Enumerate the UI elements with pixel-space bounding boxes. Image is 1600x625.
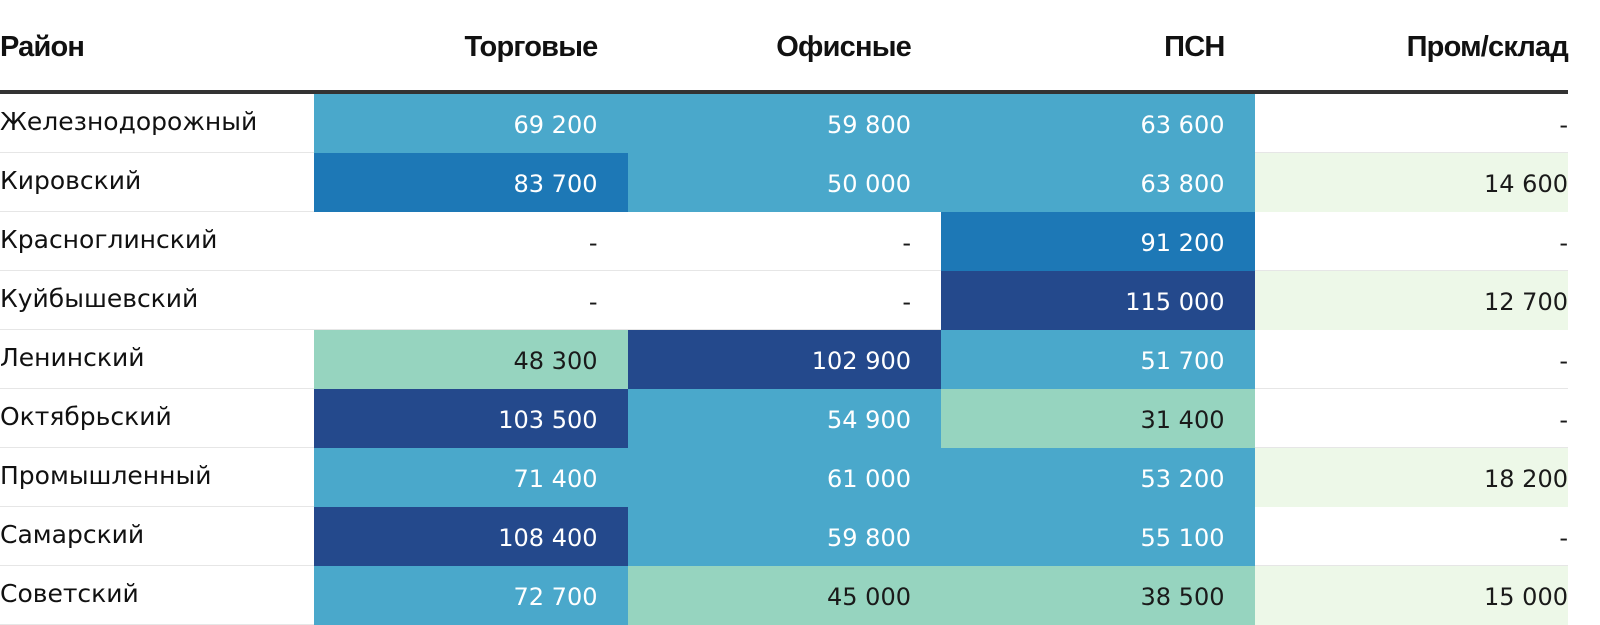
heatmap-cell: - — [1254, 329, 1568, 389]
row-label: Куйбышевский — [0, 270, 314, 330]
heatmap-cell: 103 500 — [314, 388, 628, 448]
heatmap-cell: - — [314, 270, 628, 330]
heatmap-cell: 45 000 — [627, 565, 941, 625]
heatmap-cell: 61 000 — [627, 447, 941, 507]
heatmap-cell: 59 800 — [627, 92, 941, 153]
heatmap-cell: 72 700 — [314, 565, 628, 625]
table-row: Самарский 108 400 59 800 55 100- — [0, 506, 1568, 566]
table-row: Советский 72 700 45 000 38 500 15 000 — [0, 565, 1568, 625]
header-row: Район Торговые Офисные ПСН Пром/склад — [0, 0, 1569, 94]
table-row: Железнодорожный 69 200 59 800 63 600- — [0, 92, 1568, 153]
heatmap-cell: 51 700 — [941, 329, 1255, 389]
heatmap-cell: - — [1254, 92, 1568, 153]
heatmap-cell: 14 600 — [1254, 152, 1568, 212]
heatmap-cell: 63 600 — [941, 92, 1255, 153]
heatmap-cell: 63 800 — [941, 152, 1255, 212]
heatmap-cell: 31 400 — [941, 388, 1255, 448]
table-row: Кировский 83 700 50 000 63 800 14 600 — [0, 152, 1568, 212]
heatmap-cell: - — [627, 211, 941, 271]
table-row: Ленинский 48 300 102 900 51 700- — [0, 329, 1568, 389]
row-label: Промышленный — [0, 447, 314, 507]
heatmap-cell: 55 100 — [941, 506, 1255, 566]
heatmap-cell: 12 700 — [1254, 270, 1568, 330]
heatmap-cell: 115 000 — [941, 270, 1255, 330]
column-header-retail[interactable]: Торговые — [314, 0, 628, 94]
heatmap-cell: - — [1254, 506, 1568, 566]
row-label: Кировский — [0, 152, 314, 212]
table-row: Куйбышевский - -115 000 12 700 — [0, 270, 1568, 330]
heatmap-cell: 54 900 — [627, 388, 941, 448]
row-label: Красноглинский — [0, 211, 314, 271]
heatmap-cell: - — [1254, 388, 1568, 448]
table-header: Район Торговые Офисные ПСН Пром/склад — [0, 0, 1569, 94]
heatmap-cell: 53 200 — [941, 447, 1255, 507]
heatmap-cell: 38 500 — [941, 565, 1255, 625]
heatmap-cell: 108 400 — [314, 506, 628, 566]
table-row: Промышленный 71 400 61 000 53 200 18 200 — [0, 447, 1568, 507]
column-header-office[interactable]: Офисные — [627, 0, 941, 94]
heatmap-cell: - — [314, 211, 628, 271]
heatmap-cell: 18 200 — [1254, 447, 1568, 507]
heatmap-cell: 91 200 — [941, 211, 1255, 271]
row-label: Советский — [0, 565, 314, 625]
table-row: Красноглинский - -91 200- — [0, 211, 1568, 271]
heatmap-cell: 71 400 — [314, 447, 628, 507]
column-header-industrial[interactable]: Пром/склад — [1254, 0, 1569, 94]
heatmap-cell: 102 900 — [627, 329, 941, 389]
heatmap-cell: - — [627, 270, 941, 330]
heatmap-cell: 50 000 — [627, 152, 941, 212]
heatmap-cell: 83 700 — [314, 152, 628, 212]
column-header-psn[interactable]: ПСН — [941, 0, 1255, 94]
heatmap-cell: 48 300 — [314, 329, 628, 389]
heatmap-cell: 69 200 — [314, 92, 628, 153]
heatmap-cell: 15 000 — [1254, 565, 1568, 625]
row-label: Октябрьский — [0, 388, 314, 448]
table-row: Октябрьский 103 500 54 900 31 400- — [0, 388, 1568, 448]
table-body: Железнодорожный 69 200 59 800 63 600- Кировс… — [0, 92, 1568, 625]
heatmap-cell: 59 800 — [627, 506, 941, 566]
column-header-district[interactable]: Район — [0, 0, 314, 94]
heatmap-cell: - — [1254, 211, 1568, 271]
row-label: Самарский — [0, 506, 314, 566]
row-label: Железнодорожный — [0, 92, 314, 153]
row-label: Ленинский — [0, 329, 314, 389]
